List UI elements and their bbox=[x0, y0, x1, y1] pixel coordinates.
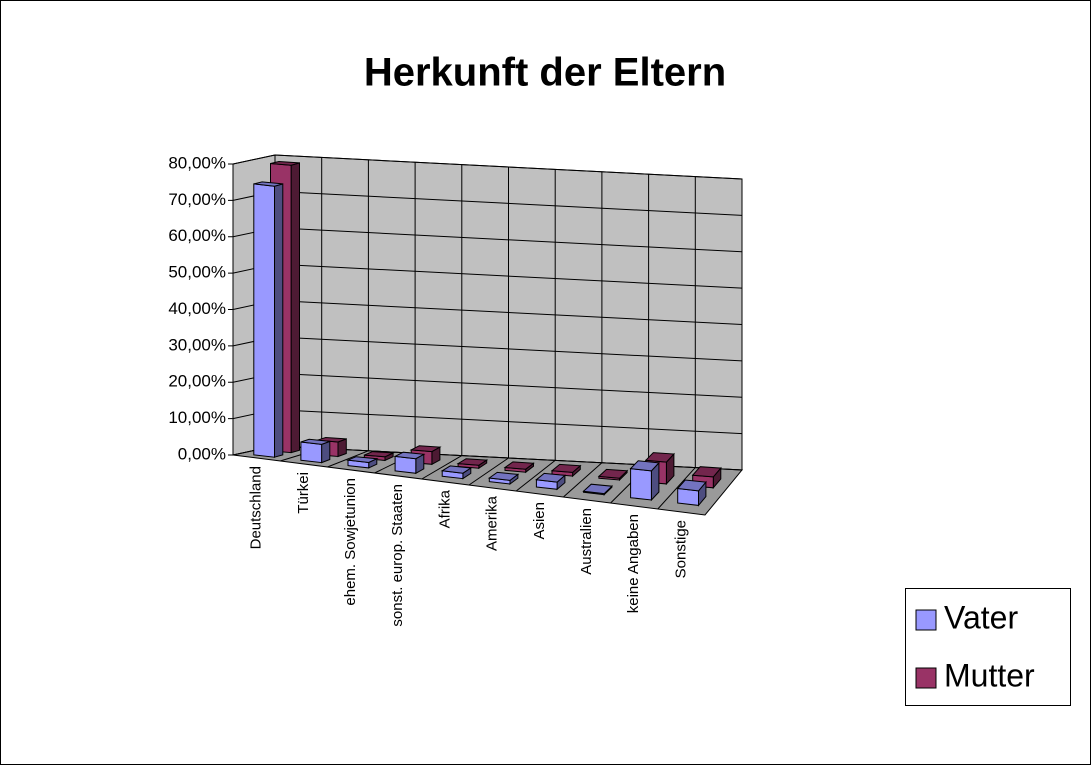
bar bbox=[550, 463, 582, 478]
bar-side bbox=[321, 440, 331, 464]
bar-side bbox=[274, 183, 284, 458]
grid-line bbox=[232, 154, 743, 180]
bar bbox=[582, 483, 614, 496]
bar bbox=[691, 466, 722, 490]
y-tick-label: 10,00% bbox=[168, 408, 226, 427]
x-tick-label: ehem. Sowjetunion bbox=[342, 478, 359, 606]
legend-swatch bbox=[915, 609, 937, 631]
y-tick-label: 70,00% bbox=[168, 190, 226, 209]
bar-top bbox=[550, 463, 582, 473]
bar bbox=[535, 472, 567, 491]
bar-top bbox=[691, 466, 722, 478]
chart-title: Herkunft der Eltern bbox=[364, 51, 726, 95]
bar-top bbox=[346, 456, 379, 464]
y-tick-label: 20,00% bbox=[168, 372, 226, 391]
bar-top bbox=[535, 472, 567, 483]
x-tick-label: Australien bbox=[578, 508, 595, 575]
bar-top bbox=[676, 479, 707, 492]
x-tick-label: sonst. europ. Staaten bbox=[389, 484, 406, 627]
bar-top bbox=[644, 452, 675, 463]
bar bbox=[456, 458, 489, 470]
bar bbox=[629, 460, 660, 502]
y-tick-label: 30,00% bbox=[168, 335, 226, 354]
bar-top bbox=[629, 460, 660, 472]
x-tick-label: Deutschland bbox=[248, 466, 265, 549]
x-tick-label: Türkei bbox=[295, 472, 312, 514]
legend-label: Vater bbox=[944, 599, 1018, 635]
x-tick-label: Sonstige bbox=[672, 520, 689, 578]
bar-top bbox=[582, 483, 614, 495]
bar-front bbox=[300, 441, 323, 464]
bar-top bbox=[253, 181, 283, 187]
bar-side bbox=[290, 162, 300, 454]
bar-top bbox=[456, 458, 489, 466]
bar bbox=[346, 456, 379, 469]
floor-divider bbox=[421, 455, 463, 480]
bar-front bbox=[394, 455, 417, 474]
legend-swatch bbox=[915, 667, 937, 689]
bar-top bbox=[487, 471, 520, 481]
y-tick-label: 80,00% bbox=[168, 153, 226, 172]
floor-divider bbox=[327, 450, 369, 468]
bar bbox=[676, 479, 707, 507]
bar-top bbox=[409, 445, 442, 453]
bar bbox=[253, 181, 284, 458]
floor-divider bbox=[468, 457, 509, 486]
x-tick-label: Afrika bbox=[436, 489, 453, 528]
bar-top bbox=[364, 451, 396, 458]
floor-divider bbox=[563, 462, 603, 498]
bar bbox=[487, 471, 520, 485]
bar bbox=[440, 465, 473, 480]
bar-top bbox=[300, 438, 330, 445]
y-tick-label: 60,00% bbox=[168, 226, 226, 245]
floor-divider bbox=[515, 460, 556, 492]
bar-front bbox=[630, 468, 652, 501]
legend-label: Mutter bbox=[944, 657, 1035, 693]
y-tick-label: 0,00% bbox=[178, 444, 226, 463]
bar bbox=[503, 461, 535, 474]
bar-top bbox=[270, 160, 300, 166]
bar-front bbox=[253, 183, 275, 458]
y-tick-label: 50,00% bbox=[168, 263, 226, 282]
bar-top bbox=[393, 451, 426, 460]
floor-divider bbox=[657, 467, 696, 510]
x-tick-label: keine Angaben bbox=[625, 514, 642, 613]
y-tick-label: 40,00% bbox=[168, 299, 226, 318]
bar bbox=[393, 451, 426, 475]
bar-top bbox=[597, 468, 629, 479]
bar-top bbox=[317, 436, 347, 443]
x-tick-label: Asien bbox=[531, 502, 548, 540]
bar-top bbox=[440, 465, 473, 474]
bar bbox=[300, 438, 331, 464]
bar-top bbox=[503, 461, 535, 470]
x-tick-label: Amerika bbox=[484, 495, 501, 551]
bar bbox=[597, 468, 629, 482]
